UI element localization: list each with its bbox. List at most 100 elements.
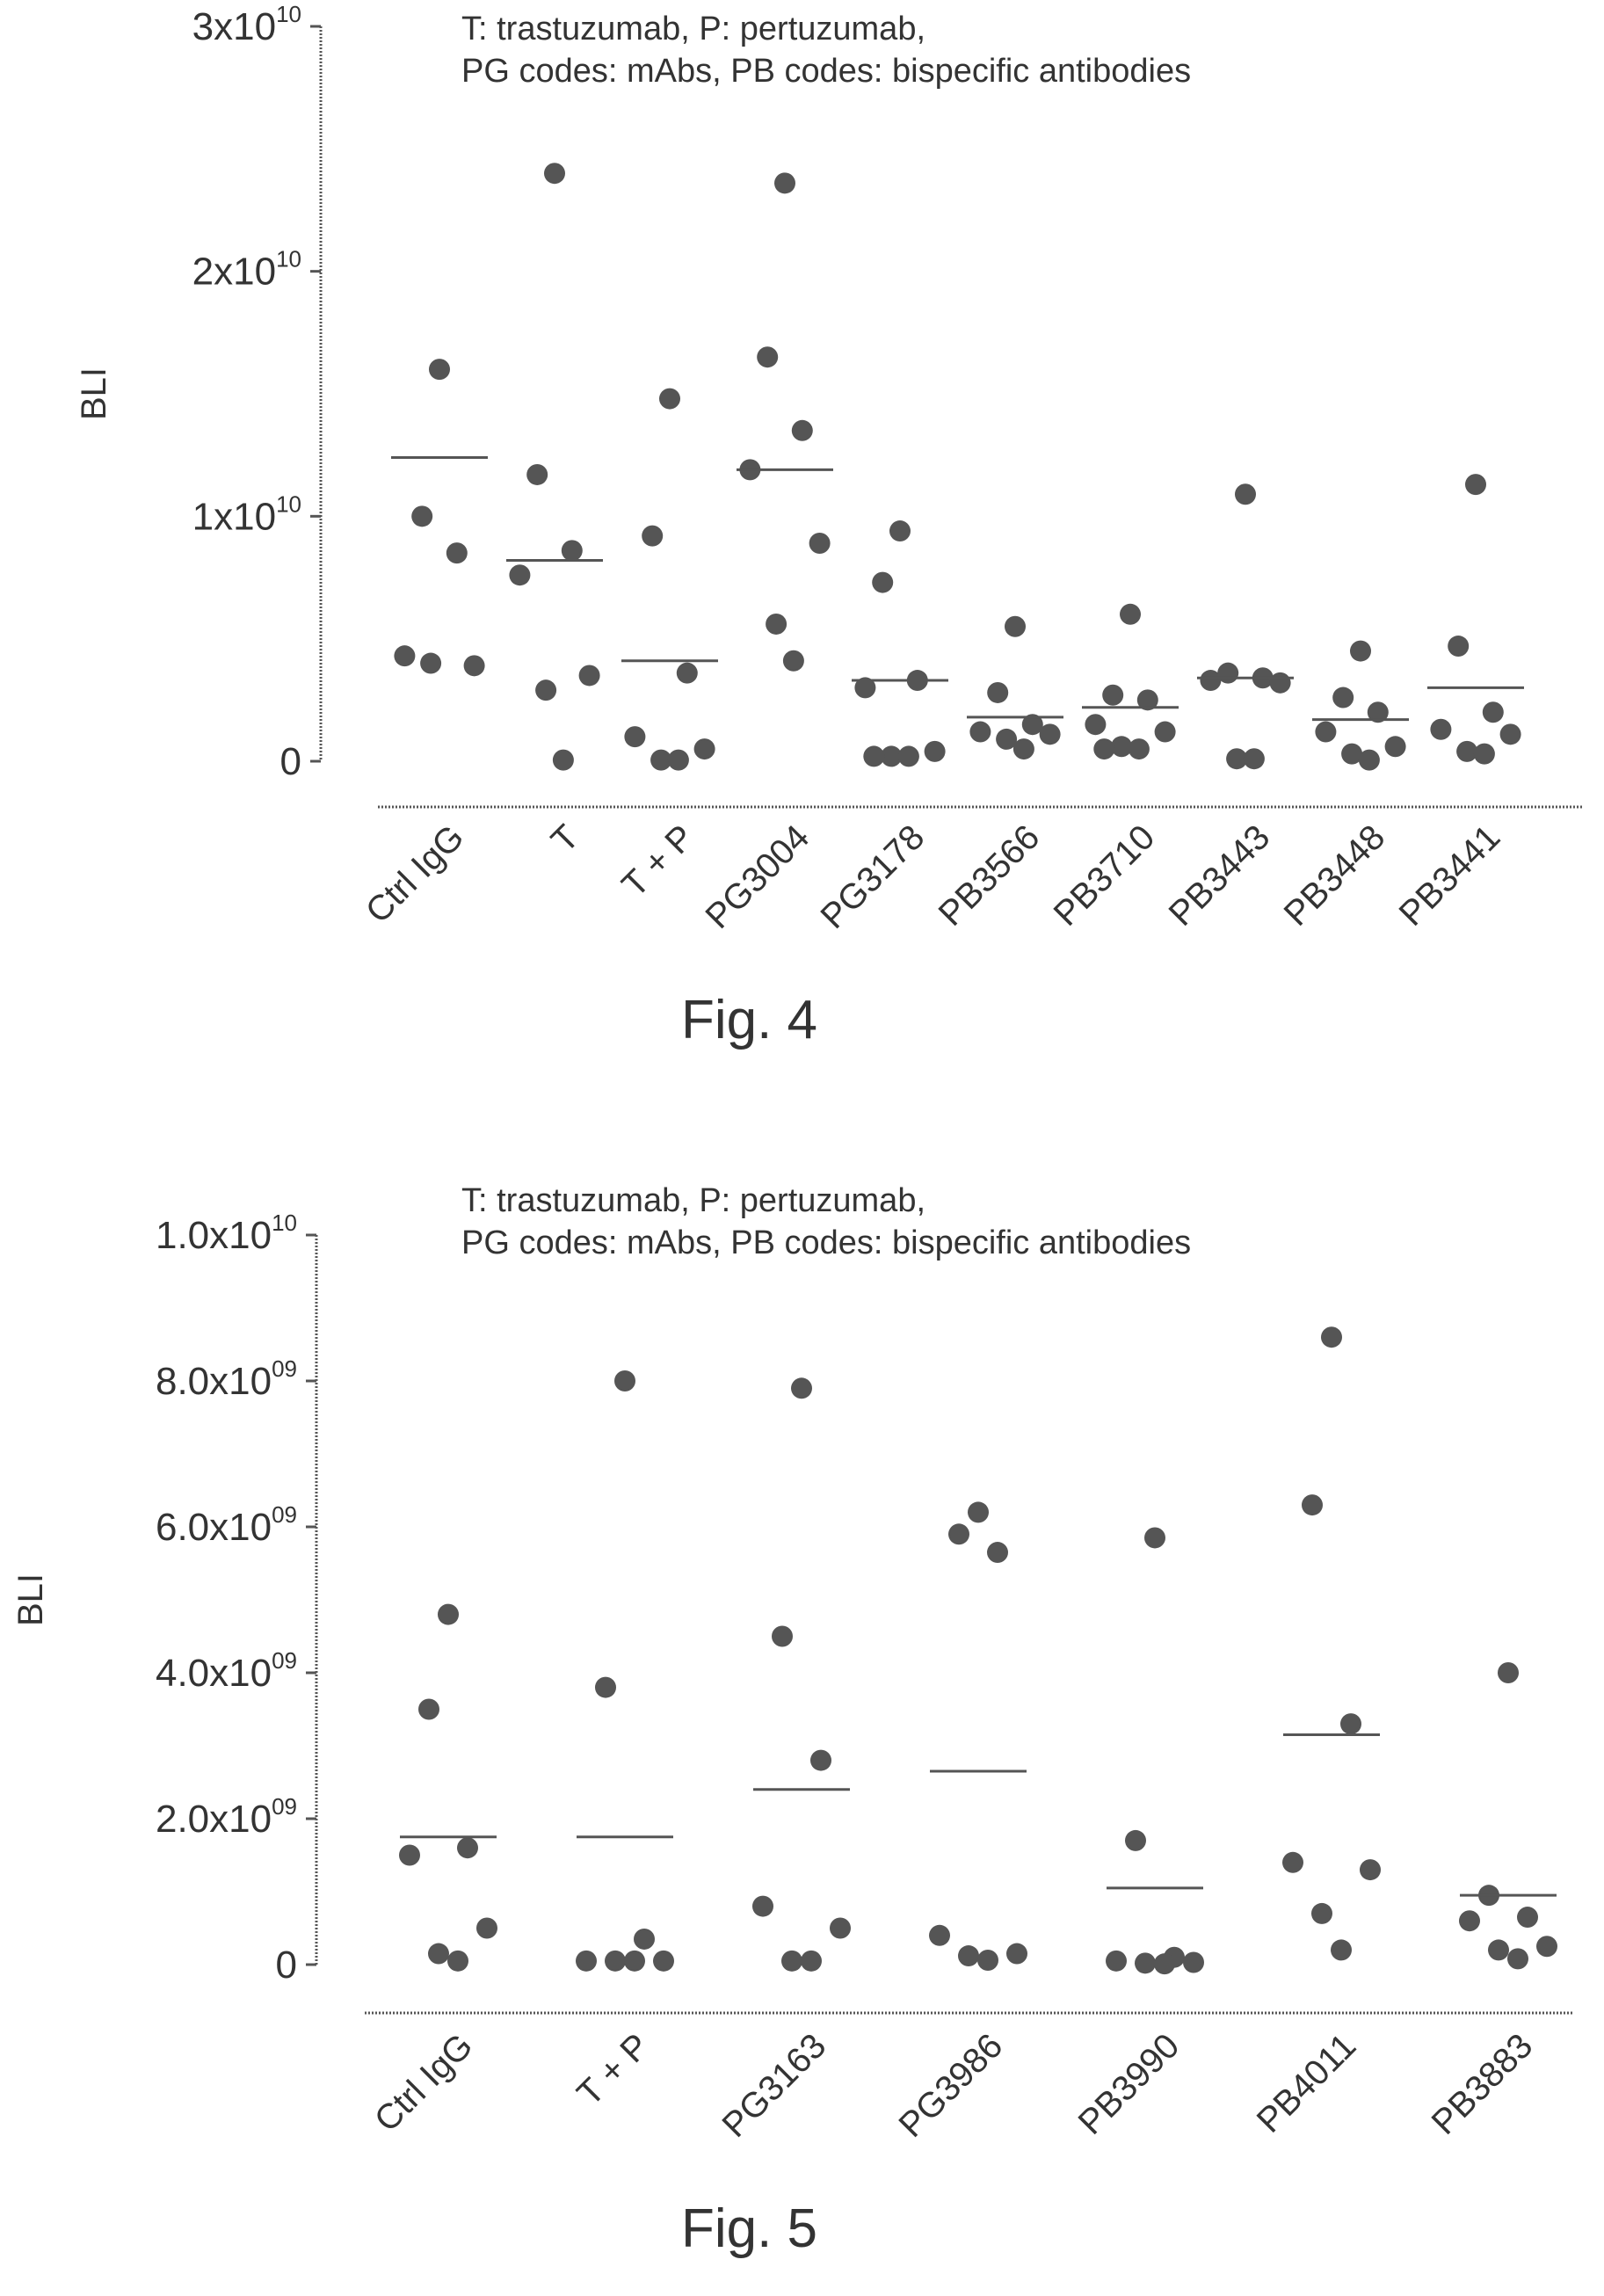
data-point	[624, 726, 646, 748]
data-point	[1341, 743, 1363, 765]
x-tick-label: PG3986	[891, 2026, 1010, 2145]
data-point	[872, 571, 894, 593]
data-point	[411, 505, 433, 527]
data-point	[1360, 1859, 1381, 1881]
data-point	[1498, 1662, 1519, 1683]
x-tick-label: PB3710	[1047, 817, 1163, 934]
data-point	[535, 679, 557, 701]
data-point	[968, 1501, 989, 1523]
data-point	[791, 1377, 812, 1399]
data-point	[958, 1945, 979, 1967]
fig5-caption: Fig. 5	[680, 2198, 818, 2259]
data-point	[544, 163, 565, 185]
data-point	[810, 1749, 831, 1771]
data-point	[1507, 1948, 1528, 1970]
data-point	[1039, 723, 1061, 745]
chart-note-line: PG codes: mAbs, PB codes: bispecific ant…	[461, 1224, 1191, 1261]
data-point	[1384, 736, 1406, 758]
data-point	[1012, 738, 1034, 760]
data-point	[1302, 1494, 1323, 1516]
data-point	[578, 665, 600, 687]
data-point	[438, 1603, 459, 1625]
data-point	[667, 749, 689, 771]
data-point	[1358, 749, 1380, 771]
y-tick-label: 4.0x1009	[156, 1647, 297, 1695]
data-point	[394, 645, 416, 667]
data-point	[561, 540, 583, 562]
data-point	[576, 1950, 597, 1972]
data-point	[889, 520, 911, 542]
data-point	[757, 346, 779, 368]
data-point	[1021, 714, 1043, 736]
y-tick-label: 0	[276, 1944, 297, 1987]
data-point	[766, 613, 787, 635]
data-point	[830, 1917, 851, 1939]
data-point	[924, 740, 946, 762]
data-point	[1226, 748, 1248, 770]
data-point	[1430, 718, 1452, 740]
x-tick-label: T	[544, 817, 586, 860]
data-point	[774, 172, 795, 194]
data-point	[1473, 743, 1495, 765]
x-tick-label: PB3443	[1162, 817, 1278, 934]
data-point	[863, 745, 885, 767]
x-tick-label: PB3990	[1071, 2026, 1187, 2142]
y-tick-label: 1x1010	[192, 490, 301, 538]
y-axis-label: BLI	[75, 367, 113, 420]
data-point	[595, 1676, 616, 1698]
data-point	[659, 388, 680, 410]
data-point	[614, 1370, 635, 1391]
data-point	[782, 650, 804, 672]
data-point	[1183, 1951, 1204, 1973]
data-point	[1093, 738, 1115, 760]
chart-note-line: PG codes: mAbs, PB codes: bispecific ant…	[461, 53, 1191, 90]
data-point	[420, 652, 442, 674]
data-point	[457, 1837, 478, 1859]
data-point	[987, 681, 1009, 703]
data-point	[1536, 1936, 1557, 1958]
y-tick-label: 1.0x1010	[156, 1210, 297, 1257]
data-point	[526, 463, 548, 485]
chart-note-line: T: trastuzumab, P: pertuzumab,	[461, 1182, 925, 1219]
data-point	[1120, 603, 1141, 625]
data-point	[854, 677, 876, 699]
x-tick-label: PB3441	[1392, 817, 1508, 934]
data-point	[1448, 636, 1470, 658]
data-point	[693, 738, 715, 760]
data-point	[791, 419, 813, 441]
y-tick-label: 8.0x1009	[156, 1355, 297, 1403]
data-point	[1106, 1950, 1127, 1972]
data-point	[1111, 736, 1133, 758]
y-tick-label: 6.0x1009	[156, 1501, 297, 1549]
data-point	[969, 721, 991, 743]
data-point	[653, 1950, 674, 1972]
data-point	[1136, 689, 1158, 711]
x-tick-label: PB4011	[1250, 2026, 1364, 2140]
data-point	[1331, 1939, 1352, 1961]
fig5-chart: T: trastuzumab, P: pertuzumab, PG codes: …	[11, 1182, 1573, 2145]
data-point	[1340, 1713, 1361, 1735]
data-point	[642, 525, 664, 547]
data-point	[1125, 1829, 1146, 1851]
data-point	[1006, 1943, 1027, 1965]
data-point	[1154, 721, 1176, 743]
x-tick-label: T + P	[614, 817, 701, 905]
data-point	[987, 1542, 1008, 1564]
data-point	[801, 1950, 822, 1972]
data-point	[772, 1625, 793, 1647]
y-tick-label: 2.0x1009	[156, 1793, 297, 1841]
data-point	[650, 749, 672, 771]
data-point	[399, 1844, 420, 1866]
data-point	[1128, 738, 1150, 760]
data-point	[1465, 474, 1486, 496]
data-point	[1499, 723, 1521, 745]
x-tick-label: PG3178	[813, 817, 932, 936]
data-point	[752, 1895, 773, 1917]
data-point	[1102, 684, 1124, 706]
data-point	[1350, 640, 1371, 662]
data-point	[1243, 748, 1265, 770]
data-point	[1144, 1527, 1165, 1549]
data-point	[996, 728, 1018, 750]
data-point	[1282, 1851, 1303, 1873]
data-point	[929, 1924, 950, 1946]
